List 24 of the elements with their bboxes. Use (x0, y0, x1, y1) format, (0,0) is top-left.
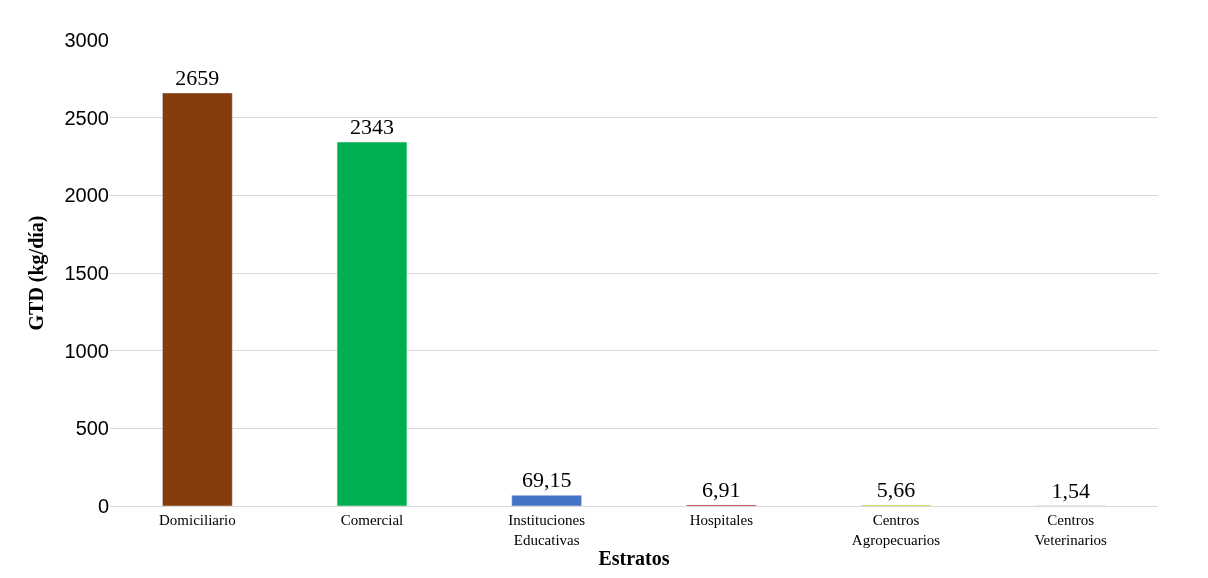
data-label: 5,66 (876, 477, 916, 503)
data-label: 69,15 (521, 467, 572, 493)
y-tick-label: 500 (75, 417, 109, 440)
x-tick-label: Comercial (340, 512, 404, 528)
x-tick-label: Centros Agropecuarios (851, 512, 941, 548)
bar (511, 495, 582, 506)
y-tick-label: 2000 (64, 184, 109, 207)
data-label: 6,91 (702, 476, 741, 502)
x-tick-label: Hospitales (689, 512, 754, 528)
y-tick-label: 2500 (64, 106, 109, 129)
x-tick-label: Instituciones Educativas (508, 512, 586, 548)
y-axis-title: GTD (kg/día) (25, 215, 48, 331)
x-tick-label: Domiciliario (159, 512, 236, 528)
data-label: 2343 (350, 114, 394, 140)
y-tick-label: 3000 (64, 29, 109, 51)
x-axis-title: Estratos (598, 547, 670, 569)
data-label: 2659 (175, 64, 220, 90)
x-tick-label: Centros Veterinarios (1034, 512, 1108, 548)
y-tick-label: 1000 (64, 339, 109, 362)
y-tick-label: 0 (97, 495, 109, 517)
bar (162, 92, 233, 506)
data-label: 1,54 (1051, 477, 1090, 503)
y-tick-label: 1500 (64, 262, 109, 284)
bar (336, 141, 408, 506)
